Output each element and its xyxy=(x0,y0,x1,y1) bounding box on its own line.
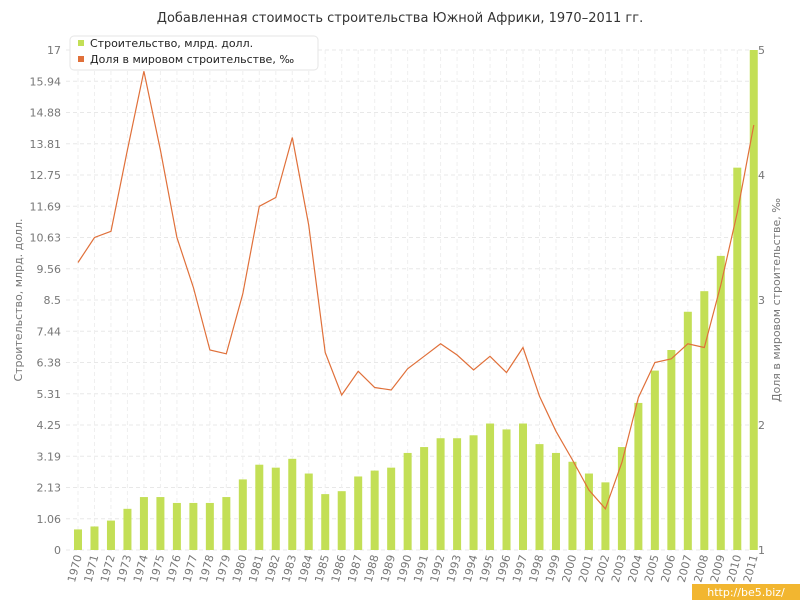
legend-swatch-construction xyxy=(78,40,84,46)
bar xyxy=(387,467,396,550)
bar xyxy=(634,402,643,550)
bar xyxy=(700,291,709,550)
left-tick-label: 17 xyxy=(47,44,61,57)
left-tick-label: 11.69 xyxy=(30,200,62,213)
legend-label-construction: Строительство, млрд. долл. xyxy=(90,37,253,50)
bar xyxy=(716,255,725,550)
share-line xyxy=(77,71,755,510)
right-tick-label: 1 xyxy=(758,544,765,557)
left-tick-label: 0 xyxy=(54,544,61,557)
left-tick-label: 12.75 xyxy=(30,169,62,182)
chart-title: Добавленная стоимость строительства Южно… xyxy=(157,11,643,26)
left-tick-label: 9.56 xyxy=(37,263,62,276)
bar xyxy=(321,494,330,550)
bar xyxy=(156,497,165,550)
bar xyxy=(255,464,264,550)
bar xyxy=(733,167,742,550)
bar xyxy=(403,452,412,550)
bar xyxy=(222,497,231,550)
left-tick-label: 15.94 xyxy=(30,75,62,88)
legend-box xyxy=(69,35,319,71)
bar xyxy=(617,447,626,550)
left-tick-label: 8.5 xyxy=(44,294,62,307)
left-tick-label: 2.13 xyxy=(37,482,62,495)
bar xyxy=(436,438,445,550)
right-tick-label: 3 xyxy=(758,294,765,307)
legend-label-share: Доля в мировом строительстве, ‰ xyxy=(90,53,294,66)
left-tick-label: 4.25 xyxy=(37,419,62,432)
left-tick-label: 6.38 xyxy=(37,357,62,370)
legend: Строительство, млрд. долл. Доля в мирово… xyxy=(69,35,319,71)
bar xyxy=(486,423,495,550)
bar xyxy=(238,479,247,550)
bar xyxy=(650,370,659,550)
bar xyxy=(106,520,115,550)
bar xyxy=(601,482,610,550)
bar xyxy=(535,444,544,550)
watermark[interactable]: http://be5.biz/ xyxy=(692,584,800,600)
left-tick-label: 10.63 xyxy=(30,232,62,245)
left-tick-label: 13.81 xyxy=(30,138,62,151)
bar xyxy=(337,491,346,550)
watermark-bg xyxy=(692,584,800,600)
bar xyxy=(551,452,560,550)
bar xyxy=(205,502,214,550)
left-axis-ticks: 0 1.06 2.13 3.19 4.25 5.31 6.38 7.44 8.5 9.56 10.6… xyxy=(30,44,62,557)
left-tick-label: 1.06 xyxy=(37,513,62,526)
left-tick-label: 14.88 xyxy=(30,107,62,120)
right-tick-label: 5 xyxy=(758,44,765,57)
bar-series xyxy=(74,50,758,550)
bar xyxy=(370,470,379,550)
right-tick-label: 2 xyxy=(758,419,765,432)
left-tick-label: 5.31 xyxy=(37,388,62,401)
bar xyxy=(502,429,511,550)
bar xyxy=(584,473,593,550)
bar xyxy=(354,476,363,550)
bar xyxy=(469,435,478,550)
bar xyxy=(519,423,528,550)
bar xyxy=(271,467,280,550)
bar xyxy=(74,529,82,550)
left-axis-title: Строительство, млрд. долл. xyxy=(12,218,25,381)
bar xyxy=(683,311,692,550)
x-axis-ticks: 1970197119721973197419751976197719781979… xyxy=(65,553,761,583)
bar xyxy=(667,350,676,550)
bar xyxy=(139,497,148,550)
bar xyxy=(123,508,132,550)
legend-swatch-share xyxy=(78,56,84,62)
bar xyxy=(568,461,577,550)
right-axis-ticks: 1 2 3 4 5 xyxy=(758,44,765,557)
left-tick-label: 7.44 xyxy=(37,325,62,338)
bar xyxy=(172,502,181,550)
bar xyxy=(304,473,313,550)
right-axis-title: Доля в мировом строительстве, ‰ xyxy=(770,198,783,402)
bar xyxy=(90,526,99,550)
bar xyxy=(420,447,429,550)
bar xyxy=(749,50,758,550)
watermark-link[interactable]: http://be5.biz/ xyxy=(707,586,785,599)
bar xyxy=(453,438,462,550)
left-tick-label: 3.19 xyxy=(37,450,62,463)
bar xyxy=(189,502,198,550)
right-tick-label: 4 xyxy=(758,169,765,182)
bar xyxy=(288,458,297,550)
